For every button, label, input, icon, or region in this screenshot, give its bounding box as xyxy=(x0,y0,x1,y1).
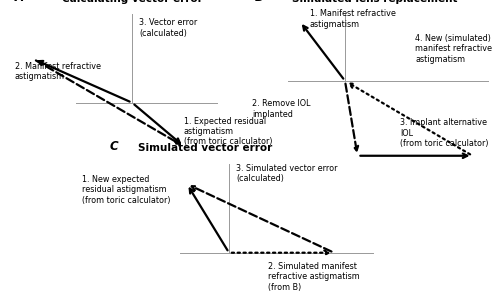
Text: 4. New (simulated)
manifest refractive
astigmatism: 4. New (simulated) manifest refractive a… xyxy=(415,34,492,64)
Text: Simulated lens replacement: Simulated lens replacement xyxy=(292,0,458,4)
Text: Calculating vector error: Calculating vector error xyxy=(62,0,202,4)
Text: 2. Remove IOL
implanted: 2. Remove IOL implanted xyxy=(252,99,311,119)
Text: 1. Expected residual
astigmatism
(from toric calculator): 1. Expected residual astigmatism (from t… xyxy=(184,117,272,146)
Text: 3. Implant alternative
IOL
(from toric calculator): 3. Implant alternative IOL (from toric c… xyxy=(400,118,488,148)
Text: 1. Manifest refractive
astigmatism: 1. Manifest refractive astigmatism xyxy=(310,9,396,28)
Text: 2. Manifest refractive
astigmatism: 2. Manifest refractive astigmatism xyxy=(14,62,100,81)
Text: 1. New expected
residual astigmatism
(from toric calculator): 1. New expected residual astigmatism (fr… xyxy=(82,175,170,205)
Text: 2. Simulated manifest
refractive astigmatism
(from B): 2. Simulated manifest refractive astigma… xyxy=(268,262,359,292)
Text: 3. Vector error
(calculated): 3. Vector error (calculated) xyxy=(139,19,198,38)
Text: C: C xyxy=(110,140,118,153)
Text: 3. Simulated vector error
(calculated): 3. Simulated vector error (calculated) xyxy=(236,164,338,183)
Text: B: B xyxy=(255,0,264,4)
Text: Simulated vector error: Simulated vector error xyxy=(138,143,272,153)
Text: A: A xyxy=(14,0,24,4)
